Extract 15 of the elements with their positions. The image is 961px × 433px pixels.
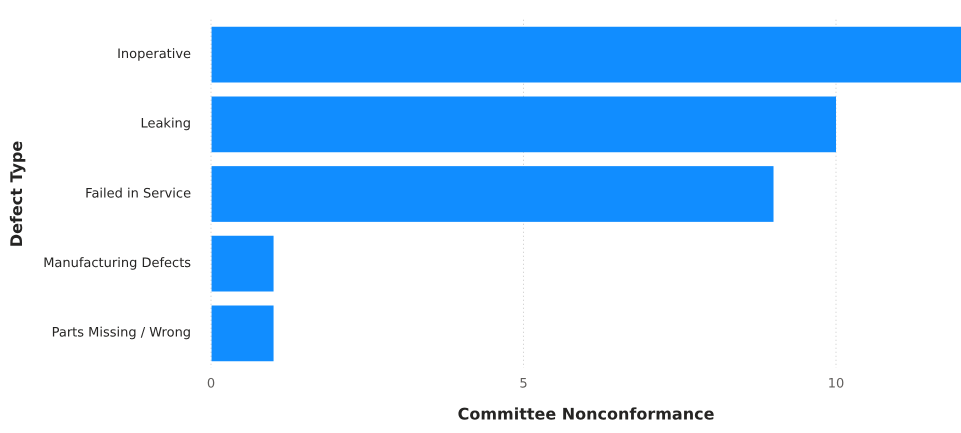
- x-tick-label: 5: [519, 376, 528, 392]
- x-tick-label: 0: [206, 376, 216, 392]
- bar: [212, 26, 961, 83]
- y-tick-label: Leaking: [140, 116, 192, 132]
- y-tick-label: Inoperative: [117, 47, 192, 62]
- x-axis-title: Committee Nonconformance: [458, 404, 715, 424]
- bar: [212, 166, 774, 222]
- y-tick-label: Parts Missing / Wrong: [52, 326, 192, 341]
- y-tick-label: Failed in Service: [85, 186, 192, 202]
- bar: [212, 305, 274, 362]
- y-tick-label: Manufacturing Defects: [43, 256, 192, 272]
- bar: [212, 236, 274, 292]
- bar: [212, 96, 836, 152]
- y-axis-title: Defect Type: [6, 140, 26, 248]
- x-tick-label: 10: [828, 376, 844, 392]
